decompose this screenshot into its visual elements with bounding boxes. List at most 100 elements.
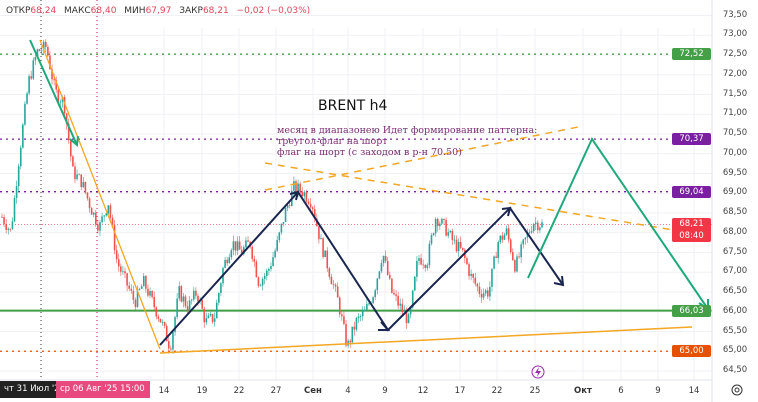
- x-tick-label: 6: [618, 386, 624, 396]
- candle: [501, 235, 504, 240]
- candle: [309, 203, 312, 208]
- x-tick-label: 22: [233, 386, 245, 396]
- candle: [132, 290, 135, 300]
- candle: [176, 298, 178, 318]
- x-tick-label: Окт: [574, 386, 592, 396]
- candle: [153, 296, 156, 308]
- price-tag-value: 72,52: [679, 49, 704, 60]
- candle: [126, 273, 128, 286]
- candle: [13, 197, 16, 222]
- settings-gear-icon[interactable]: [731, 384, 743, 396]
- candle: [172, 332, 174, 350]
- drawings: [29, 39, 709, 354]
- lightning-glyph: [535, 367, 541, 377]
- x-tick-label: 17: [454, 386, 466, 396]
- y-tick-label: 64,50: [722, 365, 748, 375]
- triangle-upper-dashed-line[interactable]: [264, 125, 584, 191]
- candle: [399, 303, 402, 306]
- bar-countdown: 08:40: [679, 231, 704, 242]
- candle: [30, 76, 32, 79]
- candle: [495, 256, 497, 258]
- open-label: ОТКР: [6, 6, 31, 16]
- candle: [80, 174, 83, 188]
- y-tick-label: 66,00: [722, 305, 748, 316]
- zigzag-projection[interactable]: [159, 190, 564, 346]
- green-projection[interactable]: [527, 136, 709, 310]
- candle: [142, 276, 145, 287]
- trend-line-down[interactable]: [39, 39, 161, 350]
- candle: [167, 341, 170, 349]
- candle: [215, 302, 218, 319]
- candle: [422, 264, 424, 266]
- candle: [170, 348, 172, 350]
- candle: [55, 80, 58, 90]
- candle: [478, 286, 481, 294]
- candle: [443, 218, 445, 220]
- candle: [503, 234, 506, 240]
- candle: [274, 250, 276, 258]
- candle: [228, 257, 231, 264]
- candle: [405, 311, 408, 324]
- candle: [368, 303, 370, 305]
- support-trend-line[interactable]: [159, 326, 693, 354]
- candle: [386, 260, 389, 275]
- candle: [19, 147, 22, 167]
- candle: [338, 297, 341, 315]
- candle: [345, 323, 347, 346]
- candle: [474, 277, 477, 284]
- candle: [407, 314, 410, 324]
- candle: [505, 228, 508, 235]
- x-tick-label: 14: [688, 386, 700, 396]
- x-tick-label: 4: [345, 386, 351, 396]
- y-tick-label: 67,00: [722, 266, 748, 277]
- green-arrow-down[interactable]: [29, 39, 78, 146]
- candle: [174, 317, 176, 333]
- candle: [186, 306, 189, 312]
- candle: [40, 50, 43, 52]
- candle: [232, 241, 235, 251]
- candle: [230, 250, 233, 258]
- candle: [7, 228, 10, 230]
- candle: [376, 278, 379, 291]
- candle: [151, 291, 153, 297]
- candle: [70, 140, 72, 157]
- candle: [441, 218, 443, 224]
- open-value: 68,24: [30, 6, 57, 16]
- candle: [455, 239, 458, 252]
- candle: [220, 283, 222, 294]
- candle: [324, 250, 326, 258]
- candle: [272, 257, 274, 266]
- candle: [459, 242, 462, 248]
- candle: [453, 239, 456, 241]
- candle: [182, 296, 185, 302]
- candle: [293, 181, 295, 191]
- candle: [205, 318, 208, 323]
- candle: [159, 318, 162, 323]
- x-tick-label: 12: [417, 386, 429, 396]
- candle: [418, 258, 420, 261]
- candle: [193, 290, 195, 300]
- candle: [512, 252, 514, 261]
- candle: [140, 286, 143, 289]
- candle: [57, 89, 60, 103]
- y-tick-label: 69,50: [722, 167, 748, 178]
- candle: [499, 235, 502, 243]
- y-tick-label: 66,50: [722, 286, 748, 296]
- candle: [26, 93, 28, 104]
- candle: [320, 238, 322, 240]
- y-tick-label: 68,00: [722, 226, 748, 237]
- candle: [484, 290, 487, 294]
- candle: [211, 314, 214, 322]
- candle: [303, 192, 306, 197]
- y-tick-label: 70,50: [722, 128, 748, 138]
- candle: [297, 183, 299, 192]
- annotation-text[interactable]: месяц в диапазонею Идет формирование пат…: [277, 125, 537, 158]
- settings-gear-center: [734, 387, 740, 393]
- close-value: 68,21: [202, 6, 229, 16]
- candle: [384, 255, 387, 261]
- candle: [428, 243, 431, 266]
- candle: [245, 240, 247, 248]
- candle: [278, 232, 281, 240]
- close-label: ЗАКР: [179, 6, 203, 16]
